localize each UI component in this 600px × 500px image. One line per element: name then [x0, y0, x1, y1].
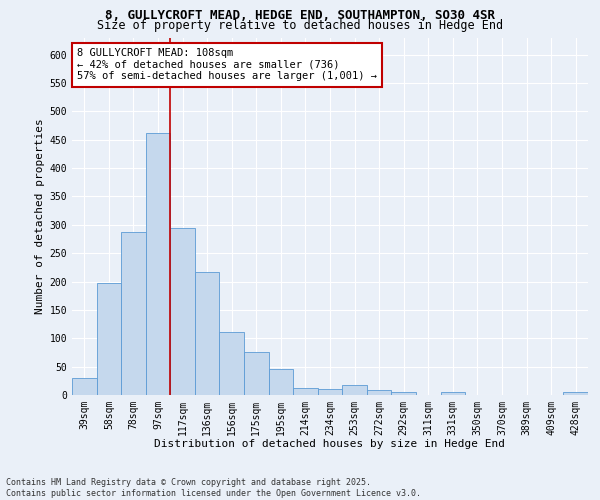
Bar [342, 385, 367, 395]
Bar [318, 390, 342, 395]
Text: 8, GULLYCROFT MEAD, HEDGE END, SOUTHAMPTON, SO30 4SR: 8, GULLYCROFT MEAD, HEDGE END, SOUTHAMPT… [105, 9, 495, 22]
Y-axis label: Number of detached properties: Number of detached properties [35, 118, 46, 314]
Bar [195, 272, 220, 395]
Bar [269, 369, 293, 395]
Bar [391, 392, 416, 395]
Bar [121, 232, 146, 395]
Bar [563, 392, 588, 395]
Text: 8 GULLYCROFT MEAD: 108sqm
← 42% of detached houses are smaller (736)
57% of semi: 8 GULLYCROFT MEAD: 108sqm ← 42% of detac… [77, 48, 377, 82]
Text: Contains HM Land Registry data © Crown copyright and database right 2025.
Contai: Contains HM Land Registry data © Crown c… [6, 478, 421, 498]
Bar [244, 352, 269, 395]
Text: Size of property relative to detached houses in Hedge End: Size of property relative to detached ho… [97, 18, 503, 32]
Bar [220, 332, 244, 395]
Bar [367, 390, 391, 395]
Bar [170, 228, 195, 395]
Bar [72, 378, 97, 395]
Bar [440, 392, 465, 395]
X-axis label: Distribution of detached houses by size in Hedge End: Distribution of detached houses by size … [155, 440, 505, 450]
Bar [97, 283, 121, 395]
Bar [146, 133, 170, 395]
Bar [293, 388, 318, 395]
